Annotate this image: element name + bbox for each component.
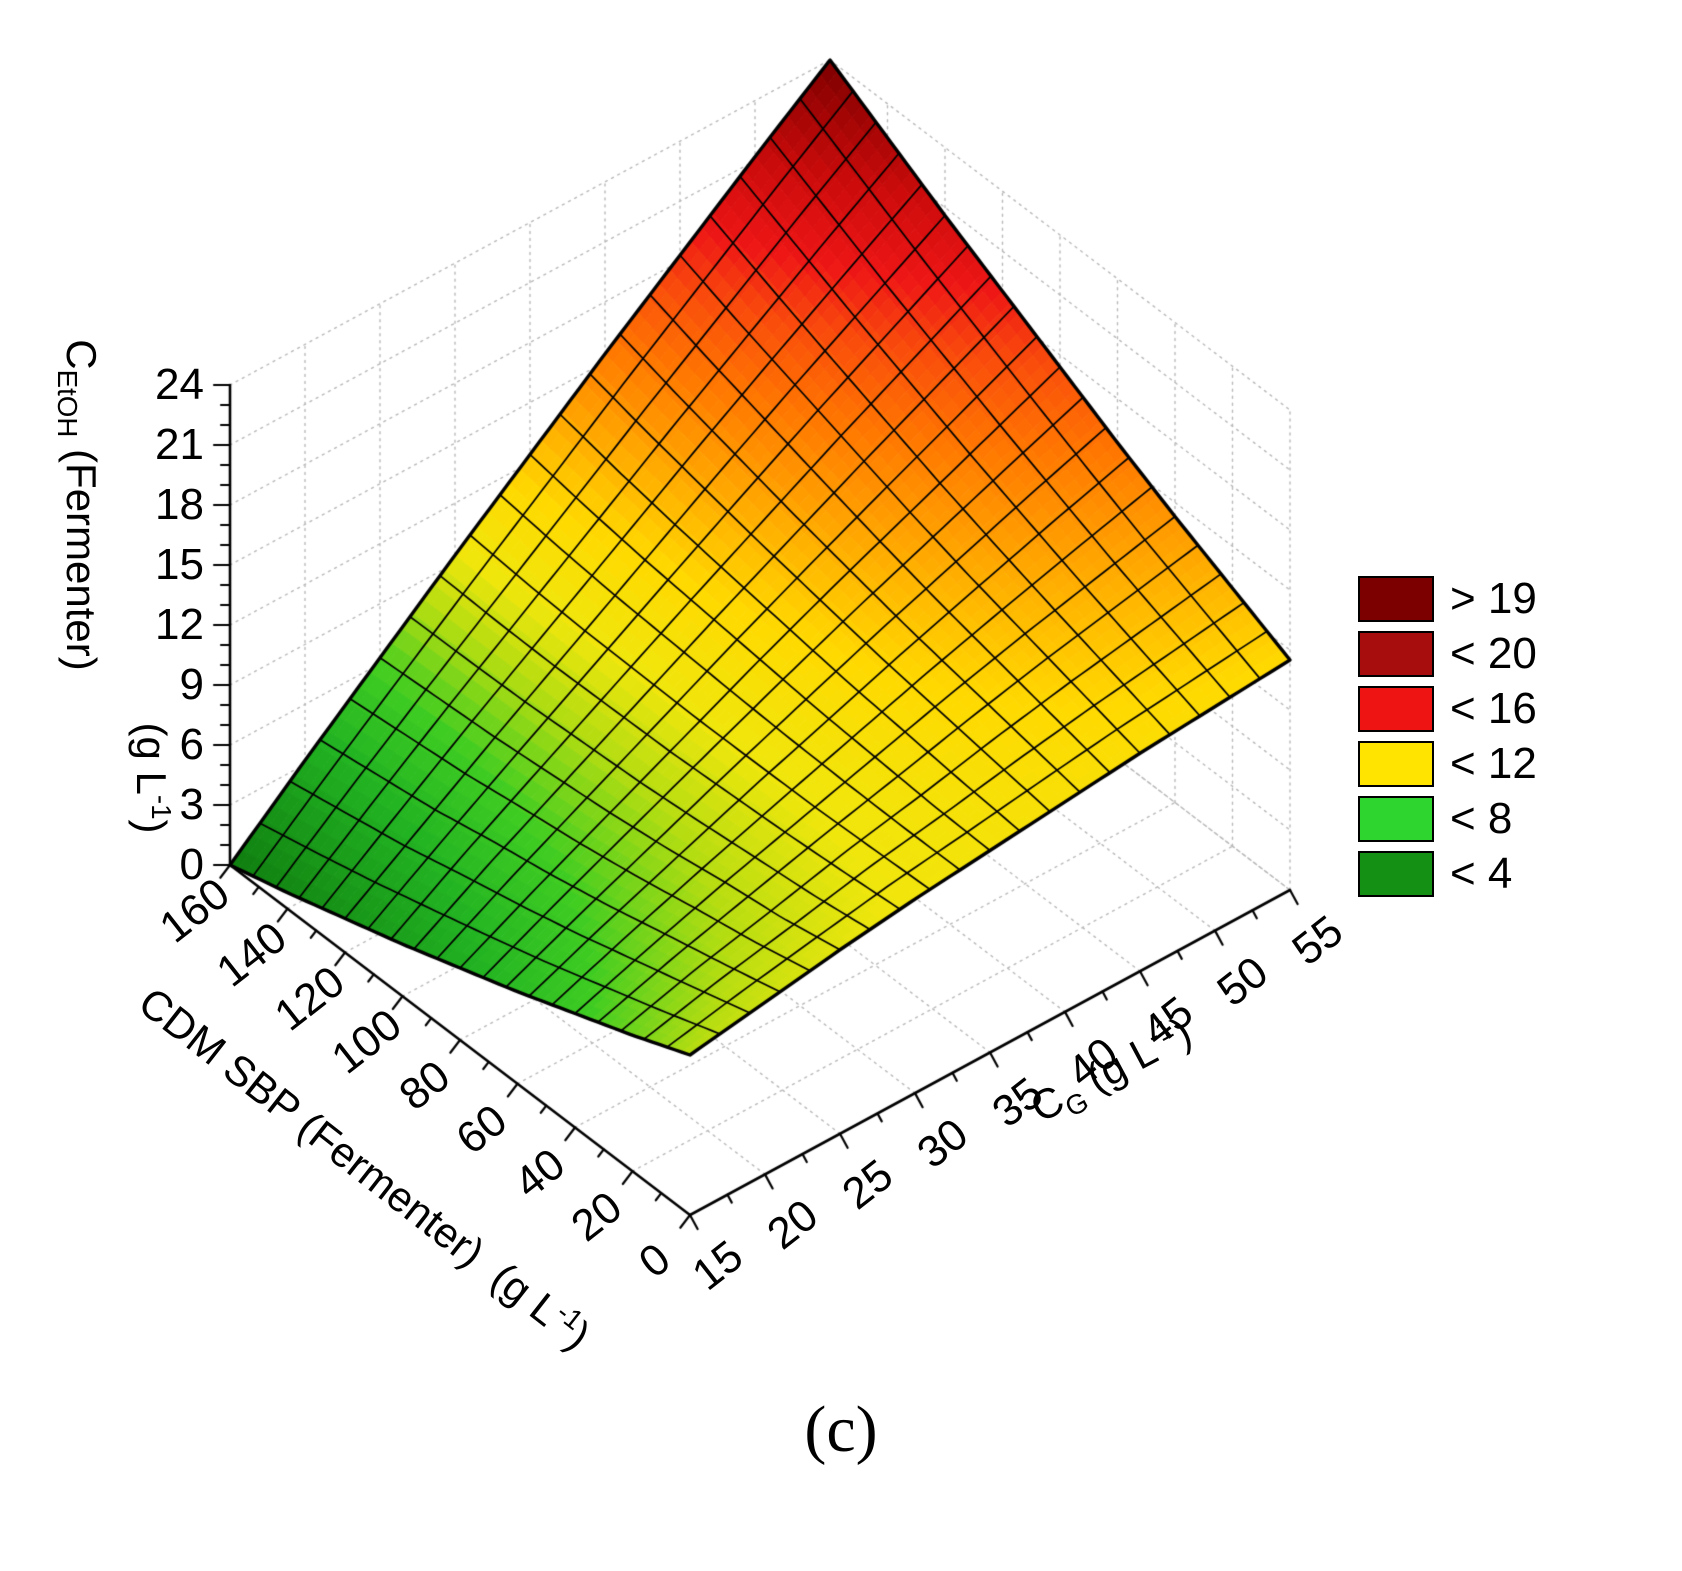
z-axis-symbol: C xyxy=(58,339,106,370)
legend-swatch xyxy=(1358,576,1434,622)
figure-caption: (c) xyxy=(804,1393,878,1466)
legend-item: < 20 xyxy=(1358,631,1537,677)
legend-swatch xyxy=(1358,631,1434,677)
legend-item: < 8 xyxy=(1358,796,1537,842)
legend-item: < 16 xyxy=(1358,686,1537,732)
legend: > 19 < 20 < 16 < 12 < 8 < 4 xyxy=(1358,576,1537,906)
legend-swatch xyxy=(1358,796,1434,842)
legend-label: > 19 xyxy=(1450,574,1537,623)
legend-swatch xyxy=(1358,741,1434,787)
z-axis-units-post: ) xyxy=(128,819,175,834)
legend-label: < 16 xyxy=(1450,684,1537,733)
legend-item: < 4 xyxy=(1358,851,1537,897)
legend-swatch xyxy=(1358,686,1434,732)
legend-item: > 19 xyxy=(1358,576,1537,622)
z-axis-units-sup: -1 xyxy=(146,794,177,820)
z-axis-suffix: (Fermenter) xyxy=(58,437,106,671)
legend-label: < 8 xyxy=(1450,794,1513,843)
legend-label: < 4 xyxy=(1450,849,1513,898)
legend-label: < 12 xyxy=(1450,739,1537,788)
z-axis-title: CEtOH (Fermenter) xyxy=(51,339,105,670)
z-axis-units-pre: (g L xyxy=(128,722,175,795)
z-axis-units: (g L-1) xyxy=(127,722,177,833)
legend-label: < 20 xyxy=(1450,629,1537,678)
z-axis-symbol-sub: EtOH xyxy=(51,369,83,438)
legend-swatch xyxy=(1358,851,1434,897)
legend-item: < 12 xyxy=(1358,741,1537,787)
